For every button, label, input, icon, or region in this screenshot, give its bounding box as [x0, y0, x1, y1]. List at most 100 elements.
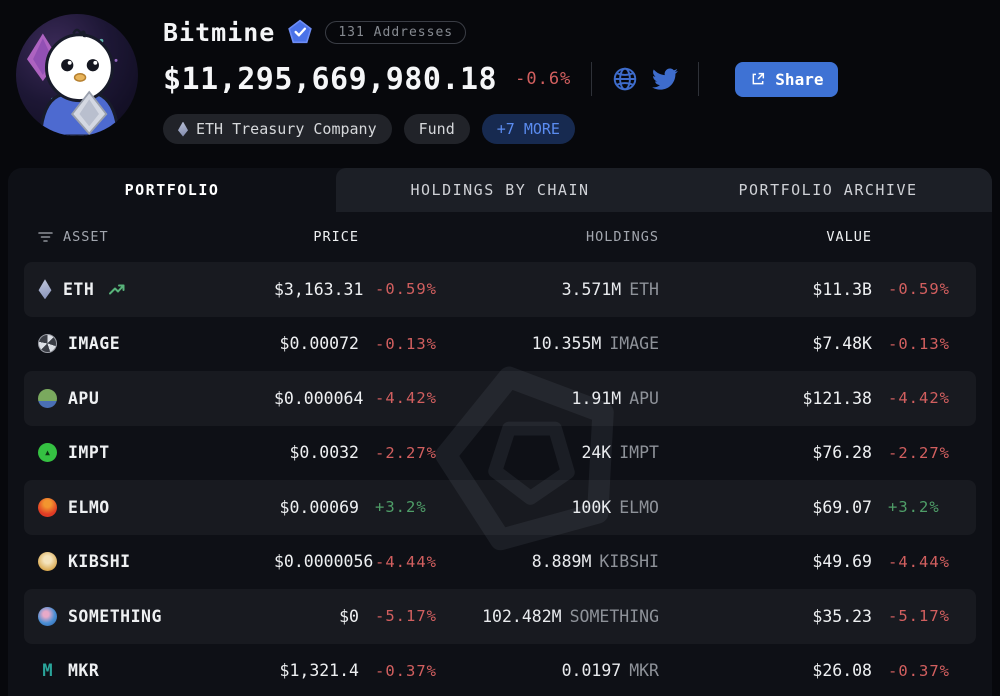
- total-value: $11,295,669,980.18: [163, 61, 498, 97]
- asset-holdings: 24K IMPT: [581, 443, 659, 463]
- asset-name: APU: [68, 388, 100, 408]
- divider: [698, 62, 700, 96]
- table-row[interactable]: ELMO $0.00069 +3.2% 100K ELMO $69.07 +3.2…: [24, 480, 976, 535]
- asset-price: $0.0032: [289, 443, 359, 463]
- value-change: +3.2%: [888, 498, 940, 517]
- asset-name: IMAGE: [68, 334, 121, 354]
- eth-mini-icon: [178, 121, 188, 137]
- column-header-holdings[interactable]: HOLDINGS: [585, 229, 659, 245]
- value-change: -4.42%: [888, 389, 950, 408]
- asset-value: $121.38: [802, 388, 872, 408]
- elmo-icon: [38, 497, 57, 517]
- asset-holdings: 102.482M SOMETHING: [482, 606, 659, 626]
- asset-price: $1,321.4: [279, 661, 359, 681]
- value-change: -0.59%: [888, 280, 950, 299]
- image-icon: [38, 334, 57, 354]
- price-change: -4.42%: [375, 389, 437, 408]
- debank-pentagon-watermark: [435, 366, 614, 551]
- value-change: -0.37%: [888, 661, 950, 680]
- share-button-label: Share: [775, 69, 824, 89]
- asset-name: ETH: [63, 279, 95, 299]
- globe-icon[interactable]: [612, 66, 638, 92]
- tag-fund[interactable]: Fund: [403, 114, 470, 144]
- price-change: -4.44%: [375, 552, 437, 571]
- asset-holdings: 1.91M APU: [571, 388, 659, 408]
- asset-value: $26.08: [812, 661, 872, 681]
- asset-value: $7.48K: [812, 334, 872, 354]
- table-body: ETH $3,163.31 -0.59% 3.571M ETH $11.3B -0…: [24, 262, 976, 696]
- twitter-icon[interactable]: [652, 66, 679, 92]
- asset-name: IMPT: [68, 443, 110, 463]
- mkr-icon: M: [42, 661, 53, 681]
- asset-value: $76.28: [812, 443, 872, 463]
- impt-icon: ▲: [38, 443, 57, 463]
- table-row[interactable]: SOMETHING $0 -5.17% 102.482M SOMETHING $3…: [24, 589, 976, 644]
- tag-label: ETH Treasury Company: [196, 120, 377, 138]
- value-change: -0.13%: [888, 334, 950, 353]
- verified-badge-icon: [287, 19, 313, 45]
- filter-icon[interactable]: [38, 231, 53, 243]
- price-change: -0.37%: [375, 661, 437, 680]
- asset-value: $35.23: [812, 606, 872, 626]
- asset-holdings: 100K ELMO: [571, 497, 660, 517]
- eth-icon: [38, 279, 52, 300]
- tag-eth-treasury-company[interactable]: ETH Treasury Company: [163, 114, 392, 144]
- table-row[interactable]: KIBSHI $0.0000056 -4.44% 8.889M KIBSHI $4…: [24, 535, 976, 590]
- addresses-badge[interactable]: 131 Addresses: [325, 20, 467, 44]
- asset-holdings: 3.571M ETH: [561, 279, 659, 299]
- table-row[interactable]: IMAGE $0.00072 -0.13% 10.355M IMAGE $7.48…: [24, 317, 976, 372]
- page-title: Bitmine: [163, 17, 276, 47]
- something-icon: [38, 606, 57, 626]
- table-header: ASSET PRICE HOLDINGS VALUE: [24, 212, 976, 262]
- value-change: -2.27%: [888, 443, 950, 462]
- price-change: -0.13%: [375, 334, 437, 353]
- tab-portfolio-archive[interactable]: PORTFOLIO ARCHIVE: [738, 181, 918, 199]
- apu-icon: [38, 388, 57, 408]
- asset-price: $0: [339, 606, 359, 626]
- tab-portfolio[interactable]: PORTFOLIO: [8, 168, 336, 212]
- penguin-avatar-image: [26, 28, 121, 136]
- inactive-tabs: HOLDINGS BY CHAIN PORTFOLIO ARCHIVE: [336, 168, 992, 212]
- trend-up-icon[interactable]: [108, 283, 126, 296]
- portfolio-panel: PORTFOLIO HOLDINGS BY CHAIN PORTFOLIO AR…: [8, 168, 992, 696]
- asset-name: ELMO: [68, 497, 110, 517]
- asset-value: $69.07: [812, 497, 872, 517]
- tags-row: ETH Treasury Company Fund +7 MORE: [163, 114, 1000, 144]
- price-change: -5.17%: [375, 607, 437, 626]
- asset-holdings: 8.889M KIBSHI: [531, 552, 659, 572]
- value-change: -4.44%: [888, 552, 950, 571]
- profile-header: Bitmine 131 Addresses $11,295,669,980.18…: [0, 0, 1000, 160]
- price-change: -0.59%: [375, 280, 437, 299]
- divider: [591, 62, 593, 96]
- kibshi-icon: [38, 552, 57, 572]
- table-row[interactable]: ▲ IMPT $0.0032 -2.27% 24K IMPT $76.28 -2.…: [24, 426, 976, 481]
- asset-price: $0.00069: [279, 497, 359, 517]
- total-change: -0.6%: [515, 69, 572, 89]
- tag-more[interactable]: +7 MORE: [481, 114, 575, 144]
- share-icon: [752, 72, 765, 85]
- column-header-asset[interactable]: ASSET: [63, 229, 109, 245]
- value-change: -5.17%: [888, 607, 950, 626]
- asset-name: MKR: [68, 661, 100, 681]
- price-change: -2.27%: [375, 443, 437, 462]
- column-header-value[interactable]: VALUE: [826, 229, 872, 245]
- asset-holdings: 10.355M IMAGE: [531, 334, 659, 354]
- price-change: +3.2%: [375, 498, 427, 517]
- asset-price: $0.00072: [279, 334, 359, 354]
- asset-value: $49.69: [812, 552, 872, 572]
- asset-price: $0.000064: [274, 388, 364, 408]
- tab-bar: PORTFOLIO HOLDINGS BY CHAIN PORTFOLIO AR…: [8, 168, 992, 212]
- table-row[interactable]: M MKR $1,321.4 -0.37% 0.0197 MKR $26.08 -…: [24, 644, 976, 696]
- asset-price: $0.0000056: [274, 552, 374, 572]
- table-row[interactable]: APU $0.000064 -4.42% 1.91M APU $121.38 -4…: [24, 371, 976, 426]
- asset-value: $11.3B: [812, 279, 872, 299]
- table-row[interactable]: ETH $3,163.31 -0.59% 3.571M ETH $11.3B -0…: [24, 262, 976, 317]
- column-header-price[interactable]: PRICE: [313, 229, 359, 245]
- tab-holdings-by-chain[interactable]: HOLDINGS BY CHAIN: [410, 181, 590, 199]
- avatar: [16, 14, 138, 136]
- asset-name: SOMETHING: [68, 606, 162, 626]
- asset-price: $3,163.31: [274, 279, 364, 299]
- share-button[interactable]: Share: [735, 61, 839, 97]
- asset-holdings: 0.0197 MKR: [561, 661, 659, 681]
